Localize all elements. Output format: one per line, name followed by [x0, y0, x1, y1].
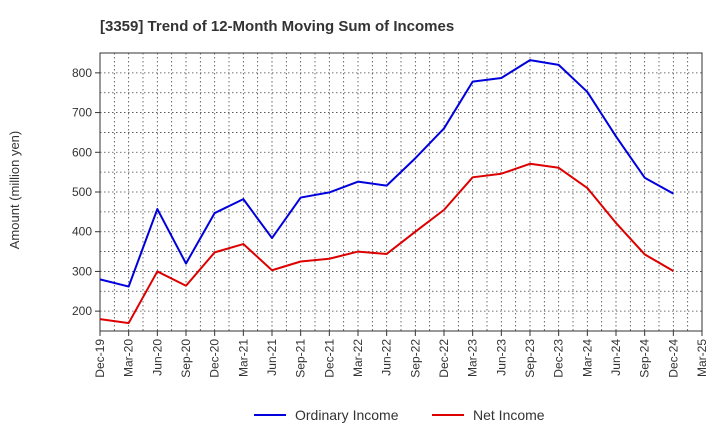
series-group: [99, 59, 674, 325]
y-axis-label: Amount (million yen): [7, 131, 22, 250]
x-tick-label: Mar-25: [695, 339, 709, 377]
x-tick-label: Dec-21: [322, 339, 336, 378]
x-tick-label: Jun-22: [380, 339, 394, 376]
chart-title: [3359] Trend of 12-Month Moving Sum of I…: [100, 18, 454, 35]
x-tick-label: Sep-22: [408, 339, 422, 378]
y-tick-label: 200: [72, 304, 92, 318]
x-tick-label: Sep-23: [523, 339, 537, 378]
x-tick-label: Sep-20: [179, 339, 193, 378]
y-tick-label: 700: [72, 106, 92, 120]
x-tick-label: Jun-23: [494, 339, 508, 376]
y-tick-label: 300: [72, 264, 92, 278]
x-tick-label: Dec-20: [208, 339, 222, 378]
x-tick-label: Dec-24: [666, 339, 680, 378]
series-line-net-income: [99, 162, 674, 325]
x-tick-label: Mar-22: [351, 339, 365, 377]
x-axis: Dec-19 Mar-20 Jun-20 Sep-20 Dec-20 Mar-21 Jun-…: [93, 331, 709, 378]
x-tick-label: Jun-20: [150, 339, 164, 376]
x-tick-label: Dec-22: [437, 339, 451, 378]
y-tick-label: 400: [72, 225, 92, 239]
x-tick-label: Mar-24: [580, 339, 594, 377]
legend: Ordinary Income Net Income: [254, 407, 545, 423]
series-line-ordinary-income: [99, 59, 674, 288]
x-tick-label: Mar-20: [122, 339, 136, 377]
y-axis: 200 300 400 500 600 700 800: [72, 66, 100, 318]
x-tick-label: Sep-24: [638, 339, 652, 378]
x-tick-label: Sep-21: [294, 339, 308, 378]
legend-label-net-income: Net Income: [473, 407, 545, 423]
x-tick-label: Mar-21: [236, 339, 250, 377]
x-tick-label: Mar-23: [466, 339, 480, 377]
legend-label-ordinary-income: Ordinary Income: [295, 407, 399, 423]
x-tick-label: Dec-23: [552, 339, 566, 378]
x-tick-label: Dec-19: [93, 339, 107, 378]
y-tick-label: 800: [72, 66, 92, 80]
grid: [99, 52, 703, 332]
x-tick-label: Jun-24: [609, 339, 623, 376]
y-tick-label: 500: [72, 185, 92, 199]
x-tick-label: Jun-21: [265, 339, 279, 376]
y-tick-label: 600: [72, 145, 92, 159]
